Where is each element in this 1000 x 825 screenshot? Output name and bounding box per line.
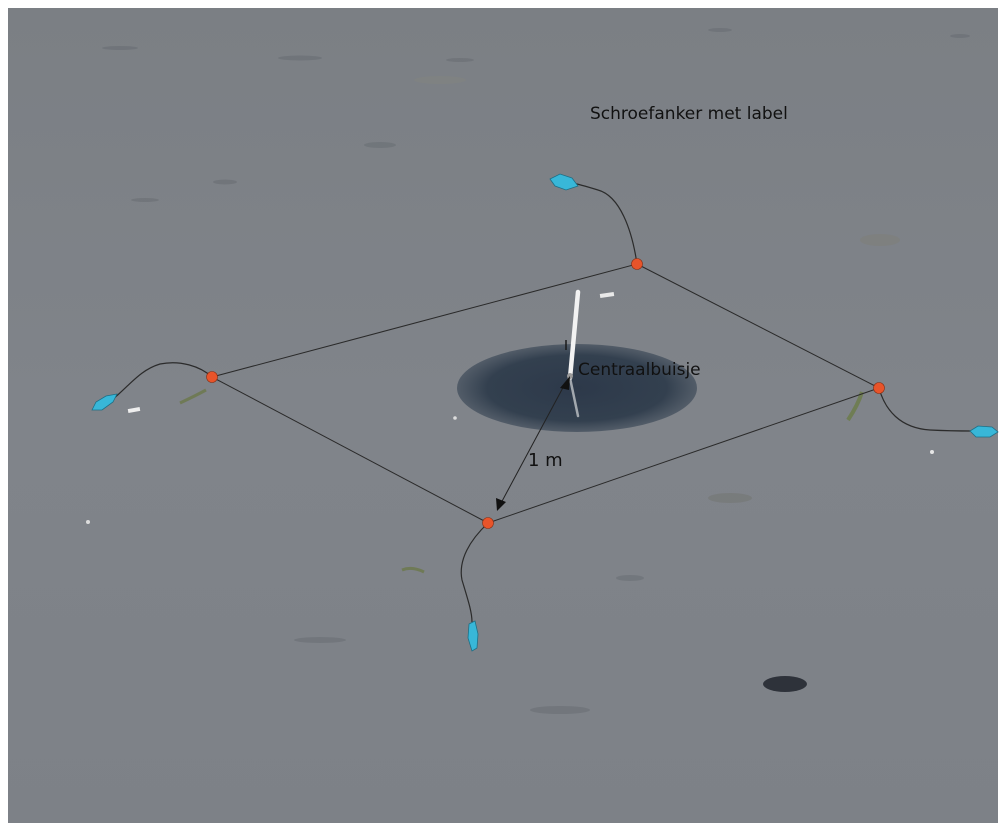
anchor-label-text: Schroefanker met label (590, 104, 788, 124)
distance-arrow (496, 376, 570, 511)
anchor-ropes (111, 182, 973, 623)
label-tags (91, 173, 999, 652)
shell-fragment (86, 520, 90, 524)
shell-fragment (930, 450, 934, 454)
label-tag-top (549, 173, 579, 191)
seaweed (179, 388, 207, 405)
dark-sand-spot (763, 676, 807, 692)
anchor-marker-top (631, 258, 643, 270)
shell-fragment (599, 292, 615, 298)
wet-sand-patch (457, 344, 697, 432)
anchor-marker-bottom (482, 517, 494, 529)
sand-texture (102, 28, 970, 714)
arrowhead-top (560, 376, 570, 390)
shell-fragment (127, 406, 141, 414)
seaweed (401, 566, 425, 574)
center-tube-label: Centraalbuisje (578, 360, 701, 380)
label-tag-left (91, 393, 118, 411)
anchor-marker-right (873, 382, 885, 394)
distance-label: 1 m (528, 450, 563, 471)
arrowhead-bottom (496, 498, 506, 511)
anchor-marker-left (206, 371, 218, 383)
shell-fragment (453, 416, 457, 420)
anchor-markers (206, 258, 885, 529)
label-tag-bottom (467, 620, 479, 652)
label-tag-right (969, 425, 999, 438)
sampling-square (211, 263, 880, 524)
